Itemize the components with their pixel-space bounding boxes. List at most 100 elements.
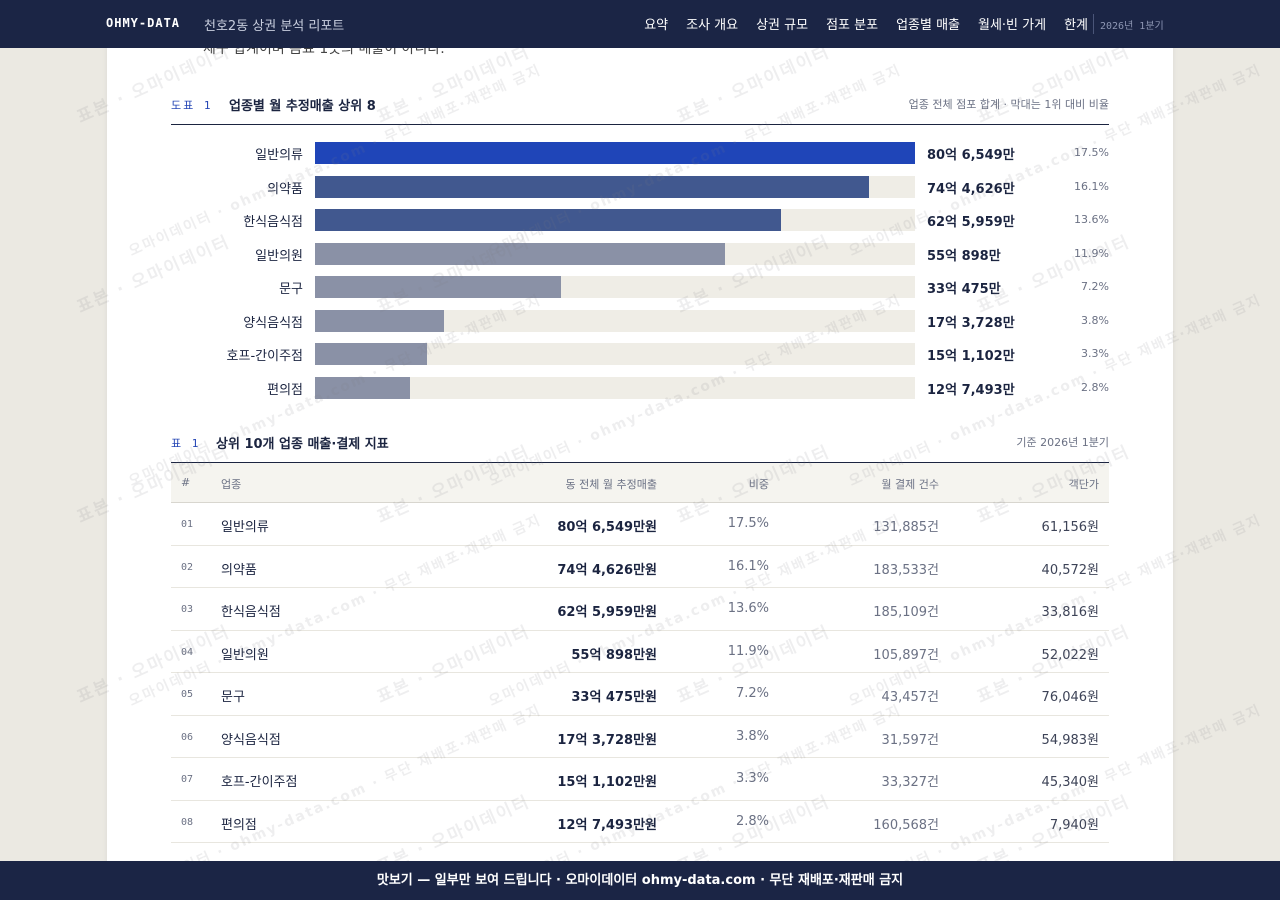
bar-share-label: 2.8% — [1081, 380, 1109, 394]
table-cell-sales: 55억 898만원 — [571, 647, 657, 663]
table-cell-sales: 33억 475만원 — [571, 690, 657, 705]
bar-label: 편의점 — [267, 382, 303, 398]
table-cell-industry: 의약품 — [221, 562, 257, 578]
table-cell-sales: 80억 6,549만원 — [557, 520, 657, 535]
bar-value-label: 62억 5,959만 — [927, 215, 1015, 230]
figure-1-note: 업종 전체 점포 합계 · 막대는 1위 대비 비율 — [908, 98, 1109, 111]
figure-1-header: 도표 1 업종별 월 추정매출 상위 8 업종 전체 점포 합계 · 막대는 1… — [171, 94, 1109, 116]
table-1-tag: 표 1 — [171, 437, 201, 450]
table-cell-count: 105,897건 — [873, 647, 939, 663]
table-row[interactable]: 08 편의점 12억 7,493만원 2.8% 160,568건 7,940원 — [171, 801, 1109, 843]
bar-value-label: 15억 1,102만 — [927, 349, 1015, 364]
period-label: 2026년 1분기 — [1100, 21, 1164, 32]
table-cell-rank: 04 — [181, 646, 194, 658]
nav-link-market-size[interactable]: 상권 규모 — [756, 18, 809, 33]
table-cell-rank: 01 — [181, 519, 194, 530]
bar-row: 의약품 74억 4,626만 16.1% — [171, 175, 1109, 198]
table-cell-share: 2.8% — [735, 813, 769, 829]
industry-metrics-table: # 업종 동 전체 월 추정매출 비중 월 결제 건수 객단가 01 일반의류 80… — [171, 463, 1109, 843]
table-cell-industry: 일반의원 — [221, 647, 269, 663]
report-page: 체구 합계이며 음료 1곳의 매출이 아니다. 도표 1 업종별 월 추정매출 … — [107, 0, 1173, 900]
table-1-note: 기준 2026년 1분기 — [1016, 436, 1109, 449]
table-cell-industry: 양식음식점 — [221, 732, 281, 748]
bar-track — [315, 142, 915, 164]
table-row[interactable]: 01 일반의류 80억 6,549만원 17.5% 131,885건 61,156원 — [171, 503, 1109, 546]
table-row[interactable]: 04 일반의원 55억 898만원 11.9% 105,897건 52,022원 — [171, 631, 1109, 673]
figure-1-tag: 도표 1 — [171, 99, 213, 112]
table-cell-rank: 02 — [181, 561, 194, 573]
bar — [315, 142, 915, 164]
table-row[interactable]: 02 의약품 74억 4,626만원 16.1% 183,533건 40,572원 — [171, 546, 1109, 588]
bar-label: 양식음식점 — [243, 315, 303, 331]
table-row[interactable]: 03 한식음식점 62억 5,959만원 13.6% 185,109건 33,816원 — [171, 588, 1109, 631]
table-cell-sales: 15억 1,102만원 — [557, 775, 657, 790]
table-row[interactable]: 06 양식음식점 17억 3,728만원 3.8% 31,597건 54,983원 — [171, 716, 1109, 758]
bar-label: 일반의원 — [255, 248, 303, 264]
bar-share-label: 17.5% — [1074, 146, 1109, 159]
section-nav: 요약 조사 개요 상권 규모 점포 분포 업종별 매출 월세·빈 가게 한계 — [644, 14, 1088, 33]
bar — [315, 309, 445, 332]
bar — [315, 209, 781, 231]
col-header-sales: 동 전체 월 추정매출 — [565, 478, 657, 491]
col-header-rank: # — [181, 476, 191, 489]
table-row[interactable]: 05 문구 33억 475만원 7.2% 43,457건 76,046원 — [171, 673, 1109, 716]
table-cell-rank: 08 — [181, 816, 194, 828]
table-cell-rank: 06 — [181, 731, 194, 743]
table-cell-share: 13.6% — [727, 601, 769, 616]
table-cell-industry: 편의점 — [221, 817, 257, 833]
table-cell-count: 183,533건 — [873, 562, 939, 578]
bar — [315, 276, 561, 298]
table-cell-unit-price: 61,156원 — [1041, 520, 1099, 535]
bar-share-label: 13.6% — [1074, 213, 1109, 226]
nav-link-store-distribution[interactable]: 점포 분포 — [826, 18, 879, 33]
nav-link-sales-by-industry[interactable]: 업종별 매출 — [896, 18, 960, 33]
report-title: 천호2동 상권 분석 리포트 — [204, 19, 345, 34]
bar-share-label: 7.2% — [1081, 280, 1109, 293]
brand-logo[interactable]: OHMY-DATA — [106, 16, 181, 30]
bar-value-label: 17억 3,728만 — [927, 315, 1015, 331]
table-cell-count: 131,885건 — [873, 520, 939, 535]
figure-1-title: 업종별 월 추정매출 상위 8 — [229, 99, 376, 114]
bar-label: 문구 — [279, 282, 303, 297]
table-cell-unit-price: 7,940원 — [1049, 817, 1099, 833]
bar-track — [315, 175, 915, 198]
table-1-header: 표 1 상위 10개 업종 매출·결제 지표 기준 2026년 1분기 — [171, 432, 1109, 454]
bar-row: 한식음식점 62억 5,959만 13.6% — [171, 209, 1109, 231]
nav-link-limitations[interactable]: 한계 — [1064, 18, 1088, 33]
nav-link-rent-vacancy[interactable]: 월세·빈 가게 — [978, 18, 1047, 33]
table-cell-rank: 07 — [181, 774, 194, 785]
table-cell-sales: 74억 4,626만원 — [557, 562, 657, 578]
table-1-title: 상위 10개 업종 매출·결제 지표 — [216, 437, 389, 452]
table-body: 01 일반의류 80억 6,549만원 17.5% 131,885건 61,156원 02 의… — [171, 503, 1109, 843]
col-header-industry: 업종 — [221, 478, 242, 491]
bar — [315, 376, 410, 399]
nav-link-summary[interactable]: 요약 — [644, 18, 669, 33]
bar-share-label: 3.3% — [1081, 347, 1109, 360]
table-1-rule — [171, 462, 1109, 463]
table-header-row: # 업종 동 전체 월 추정매출 비중 월 결제 건수 객단가 — [171, 463, 1109, 503]
table-cell-share: 3.3% — [735, 771, 769, 786]
bar-value-label: 12억 7,493만 — [927, 382, 1015, 398]
table-row[interactable]: 07 호프-간이주점 15억 1,102만원 3.3% 33,327건 45,340원 — [171, 758, 1109, 801]
table-cell-industry: 문구 — [221, 690, 245, 705]
nav-divider — [1093, 14, 1094, 34]
table-cell-unit-price: 54,983원 — [1041, 732, 1099, 748]
bar — [315, 175, 869, 198]
table-cell-count: 160,568건 — [873, 817, 939, 833]
col-header-count: 월 결제 건수 — [881, 478, 939, 491]
table-cell-unit-price: 76,046원 — [1041, 690, 1099, 705]
table-cell-share: 7.2% — [735, 686, 769, 701]
bar-share-label: 3.8% — [1081, 313, 1109, 327]
col-header-unit-price: 객단가 — [1068, 478, 1099, 491]
bar-value-label: 74억 4,626만 — [927, 181, 1015, 197]
nav-link-survey-overview[interactable]: 조사 개요 — [686, 18, 739, 33]
bar-row: 양식음식점 17억 3,728만 3.8% — [171, 309, 1109, 332]
top-nav-bar: OHMY-DATA 천호2동 상권 분석 리포트 요약 조사 개요 상권 규모 … — [0, 0, 1280, 48]
bar — [315, 242, 725, 265]
bar-row: 일반의류 80억 6,549만 17.5% — [171, 142, 1109, 164]
bar-row: 호프-간이주점 15억 1,102만 3.3% — [171, 343, 1109, 365]
table-cell-industry: 일반의류 — [221, 520, 269, 535]
table-cell-unit-price: 52,022원 — [1041, 647, 1099, 663]
table-cell-share: 11.9% — [727, 643, 769, 659]
bar-row: 일반의원 55억 898만 11.9% — [171, 242, 1109, 265]
